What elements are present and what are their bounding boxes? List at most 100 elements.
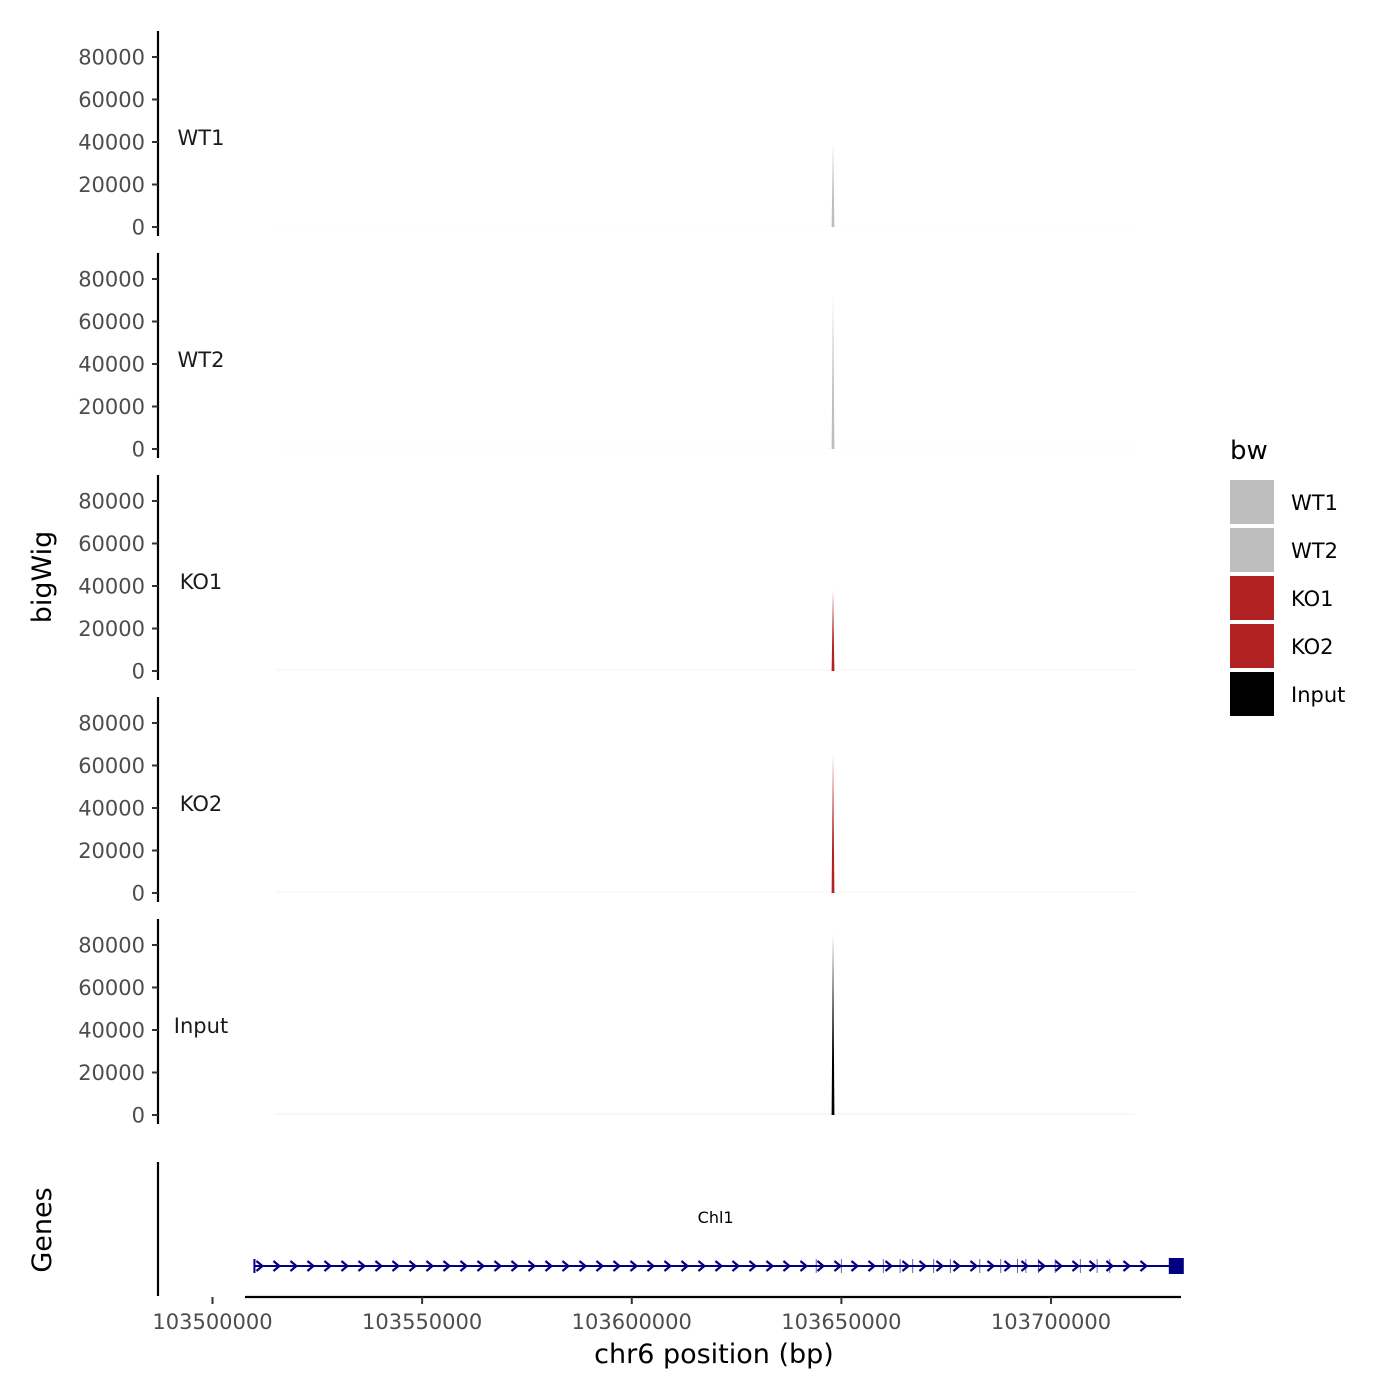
strand-arrow (884, 1260, 894, 1272)
strand-arrow (340, 1260, 350, 1272)
strand-arrow (969, 1260, 979, 1272)
strand-arrow (714, 1260, 724, 1272)
track-input: 0 20000 40000 60000 80000 Input (78, 919, 1135, 1128)
strand-arrow (833, 1260, 843, 1272)
track-label: Input (174, 1014, 228, 1038)
strand-arrow (510, 1260, 520, 1272)
strand-arrow (867, 1260, 877, 1272)
strand-arrow (1122, 1260, 1132, 1272)
strand-arrow (391, 1260, 401, 1272)
strand-arrow (544, 1260, 554, 1272)
y-tick-label: 0 (132, 438, 145, 462)
y-tick-label: 0 (132, 660, 145, 684)
y-tick-label: 60000 (78, 310, 145, 334)
strand-arrow (442, 1260, 452, 1272)
strand-arrow (459, 1260, 469, 1272)
track-wt1: 0 20000 40000 60000 80000 WT1 (78, 31, 1135, 240)
legend-key-input (1230, 672, 1274, 716)
gene-end-exon (1168, 1258, 1184, 1274)
strand-arrow (374, 1260, 384, 1272)
y-tick-label: 60000 (78, 88, 145, 112)
strand-arrow (578, 1260, 588, 1272)
strand-arrow (918, 1260, 928, 1272)
track-ko2: 0 20000 40000 60000 80000 KO2 (78, 697, 1135, 906)
x-tick-label: 103700000 (991, 1310, 1111, 1334)
strand-arrow (1088, 1260, 1098, 1272)
y-tick-label: 20000 (78, 839, 145, 863)
strand-arrow (493, 1260, 503, 1272)
legend: bw WT1 WT2 KO1 KO2 Input (1230, 436, 1345, 716)
legend-key-ko1 (1230, 576, 1274, 620)
legend-label: WT2 (1291, 539, 1338, 563)
strand-arrow (595, 1260, 605, 1272)
peak-input (831, 934, 835, 1115)
strand-arrow (527, 1260, 537, 1272)
strand-arrow (323, 1260, 333, 1272)
x-tick-label: 103500000 (152, 1310, 272, 1334)
strand-arrow (1003, 1260, 1013, 1272)
y-tick-label: 60000 (78, 532, 145, 556)
strand-arrow (1105, 1260, 1115, 1272)
y-tick-label: 20000 (78, 617, 145, 641)
peak-wt2 (831, 296, 835, 449)
x-tick-label: 103550000 (362, 1310, 482, 1334)
legend-key-wt1 (1230, 480, 1274, 524)
strand-arrow (782, 1260, 792, 1272)
y-tick-label: 0 (132, 882, 145, 906)
x-axis: 103500000 103550000 103600000 103650000 1037… (152, 1295, 1181, 1334)
strand-arrow (425, 1260, 435, 1272)
strand-arrow (561, 1260, 571, 1272)
track-wt2: 0 20000 40000 60000 80000 WT2 (78, 253, 1135, 462)
legend-label: WT1 (1291, 491, 1338, 515)
y-tick-label: 40000 (78, 797, 145, 821)
strand-arrow (952, 1260, 962, 1272)
track-ko1: 0 20000 40000 60000 80000 KO1 (78, 475, 1135, 684)
track-label: WT1 (178, 126, 225, 150)
legend-label: Input (1291, 683, 1345, 707)
y-tick-label: 80000 (78, 712, 145, 736)
strand-arrow (476, 1260, 486, 1272)
legend-key-wt2 (1230, 528, 1274, 572)
peak-wt1 (831, 142, 835, 227)
track-label: WT2 (178, 348, 225, 372)
legend-label: KO1 (1291, 587, 1334, 611)
strand-arrow (680, 1260, 690, 1272)
legend-title: bw (1230, 436, 1268, 466)
y-tick-label: 20000 (78, 173, 145, 197)
y-tick-label: 20000 (78, 395, 145, 419)
y-tick-label: 60000 (78, 976, 145, 1000)
x-axis-title: chr6 position (bp) (594, 1339, 834, 1370)
strand-arrow (629, 1260, 639, 1272)
strand-arrow (1054, 1260, 1064, 1272)
y-tick-label: 80000 (78, 46, 145, 70)
strand-arrow (986, 1260, 996, 1272)
legend-key-ko2 (1230, 624, 1274, 668)
strand-arrow (289, 1260, 299, 1272)
gene-panel: Chl1 (156, 1162, 1184, 1296)
y-axis-title: bigWig (27, 531, 58, 624)
strand-arrow (663, 1260, 673, 1272)
strand-arrow (1020, 1260, 1030, 1272)
track-label: KO1 (180, 570, 223, 594)
strand-arrow (731, 1260, 741, 1272)
strand-arrow (1071, 1260, 1081, 1272)
y-tick-label: 0 (132, 1104, 145, 1128)
strand-arrow (850, 1260, 860, 1272)
track-panels: 0 20000 40000 60000 80000 WT1 0 20000 40000 60000… (78, 31, 1135, 1128)
x-tick-label: 103600000 (572, 1310, 692, 1334)
x-tick-label: 103650000 (781, 1310, 901, 1334)
genes-axis-title: Genes (27, 1187, 58, 1272)
y-tick-label: 0 (132, 216, 145, 240)
strand-arrow (935, 1260, 945, 1272)
strand-arrow (612, 1260, 622, 1272)
y-tick-label: 40000 (78, 575, 145, 599)
y-tick-label: 60000 (78, 754, 145, 778)
strand-arrow (272, 1260, 282, 1272)
strand-arrow (255, 1260, 265, 1272)
strand-arrow (816, 1260, 826, 1272)
strand-arrow (1139, 1260, 1149, 1272)
peak-ko2 (831, 754, 835, 893)
gene-label: Chl1 (698, 1208, 734, 1227)
strand-arrow (901, 1260, 911, 1272)
